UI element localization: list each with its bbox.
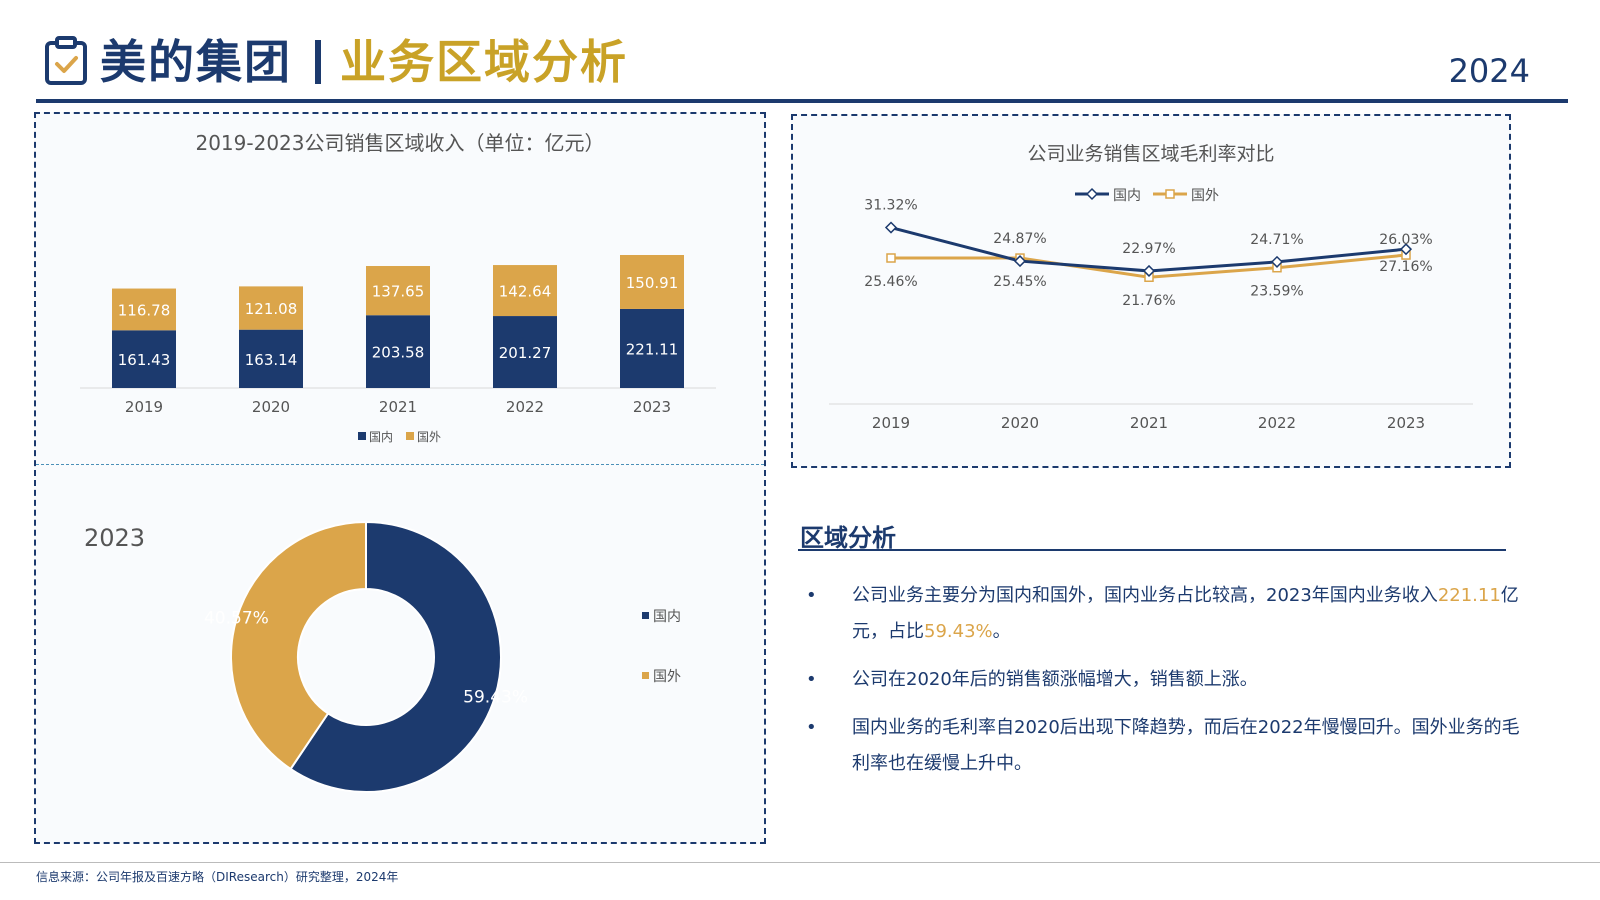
bullet-text: 公司在2020年后的销售额涨幅增大，销售额上涨。 — [852, 669, 1258, 690]
x-tick-label: 2022 — [1258, 414, 1296, 432]
clipboard-check-icon — [45, 36, 87, 85]
data-label-overseas: 116.78 — [118, 301, 171, 319]
legend-swatch-overseas — [642, 672, 649, 679]
data-label-overseas: 23.59% — [1250, 284, 1303, 300]
right-chart-panel: 公司业务销售区域毛利率对比国内 国外 2019 2020 2021 2022 2023 31.… — [791, 114, 1511, 468]
bar-overseas — [620, 255, 684, 309]
source-note: 信息来源：公司年报及百速方略（DIResearch）研究整理，2024年 — [36, 870, 399, 884]
left-chart-panel: 2019-2023公司销售区域收入（单位：亿元） 161.43 116.78 2019… — [34, 112, 766, 844]
bullet-dot: • — [806, 669, 817, 690]
data-label-overseas: 142.64 — [499, 283, 552, 301]
bullet-dot: • — [806, 717, 817, 738]
data-label-domestic: 22.97% — [1122, 241, 1175, 257]
donut-label-domestic: 59.43% — [463, 688, 528, 708]
x-tick-label: 2022 — [506, 398, 544, 416]
analysis-rule — [798, 549, 1506, 551]
chart-title: 2019-2023公司销售区域收入（单位：亿元） — [195, 131, 604, 155]
data-label-domestic: 201.27 — [499, 344, 552, 362]
data-label-domestic: 27.16% — [1379, 259, 1432, 275]
bar-overseas — [239, 286, 303, 330]
point-domestic — [1270, 255, 1284, 268]
report-year: 2024 — [1448, 52, 1530, 90]
data-label-overseas: 25.46% — [864, 274, 917, 290]
data-label-domestic: 163.14 — [245, 351, 298, 369]
donut-label-overseas: 40.57% — [204, 608, 269, 628]
data-label-domestic: 203.58 — [372, 344, 425, 362]
bullet-text: 公司业务主要分为国内和国外，国内业务占比较高，2023年国内业务收入221.11… — [852, 585, 1519, 642]
point-overseas — [886, 253, 896, 263]
donut-title: 2023 — [84, 524, 145, 552]
analysis-title: 区域分析 — [800, 524, 896, 552]
data-label-overseas: 137.65 — [372, 283, 425, 301]
data-label-overseas: 25.45% — [993, 274, 1046, 290]
legend-swatch-domestic — [358, 432, 366, 440]
chart-title: 公司业务销售区域毛利率对比 — [1027, 143, 1274, 165]
header-rule — [36, 99, 1568, 103]
point-domestic — [884, 221, 898, 234]
analysis-bullet-3: • 国内业务的毛利率自2020后出现下降趋势，而后在2022年慢慢回升。国外业务… — [800, 710, 1520, 782]
bullet-text: 国内业务的毛利率自2020后出现下降趋势，而后在2022年慢慢回升。国外业务的毛… — [852, 717, 1520, 774]
data-label-domestic: 31.32% — [864, 198, 917, 214]
donut-slice-domestic — [289, 520, 502, 793]
analysis-bullet-1: • 公司业务主要分为国内和国外，国内业务占比较高，2023年国内业务收入221.… — [800, 578, 1520, 650]
highlight-share: 59.43% — [924, 621, 993, 642]
bullet-dot: • — [806, 585, 817, 606]
legend-swatch-overseas — [406, 432, 414, 440]
footer-rule — [0, 862, 1600, 863]
point-domestic — [1399, 243, 1413, 256]
legend-label-domestic: 国内 — [1113, 188, 1141, 204]
legend-label-overseas: 国外 — [653, 669, 681, 685]
analysis-bullets: • 公司业务主要分为国内和国外，国内业务占比较高，2023年国内业务收入221.… — [800, 578, 1520, 794]
analysis-bullet-2: • 公司在2020年后的销售额涨幅增大，销售额上涨。 — [800, 662, 1520, 698]
x-tick-label: 2021 — [379, 398, 417, 416]
x-tick-label: 2019 — [125, 398, 163, 416]
data-label-domestic: 24.87% — [993, 231, 1046, 247]
x-tick-label: 2021 — [1130, 414, 1168, 432]
bar-overseas — [112, 288, 176, 331]
legend-label-overseas: 国外 — [1191, 188, 1219, 204]
highlight-revenue: 221.11 — [1437, 585, 1501, 606]
data-label-overseas: 150.91 — [626, 274, 679, 292]
x-tick-label: 2023 — [1387, 414, 1425, 432]
data-label-domestic: 221.11 — [626, 340, 679, 358]
legend-swatch-domestic — [642, 612, 649, 619]
x-tick-label: 2020 — [252, 398, 290, 416]
bar-domestic — [620, 308, 684, 388]
point-domestic — [1142, 264, 1156, 278]
donut-slice-overseas — [230, 520, 367, 771]
legend-label-domestic: 国内 — [369, 430, 393, 444]
data-label-domestic: 161.43 — [118, 351, 171, 369]
bar-domestic — [112, 330, 176, 388]
point-domestic — [1013, 255, 1027, 268]
bar-domestic — [239, 329, 303, 388]
title-separator — [315, 40, 321, 84]
brand-name: 美的集团 — [100, 35, 292, 89]
legend-label-domestic: 国内 — [653, 609, 681, 625]
x-tick-label: 2020 — [1001, 414, 1039, 432]
bar-domestic — [366, 315, 430, 388]
data-label-domestic: 24.71% — [1250, 232, 1303, 248]
panel-divider — [36, 464, 764, 465]
legend-marker-overseas — [1165, 189, 1175, 199]
legend-label-overseas: 国外 — [417, 430, 441, 444]
x-tick-label: 2023 — [633, 398, 671, 416]
bar-domestic — [493, 316, 557, 388]
stacked-bar-chart: 2019-2023公司销售区域收入（单位：亿元） 161.43 116.78 2019… — [80, 131, 716, 444]
data-label-overseas: 21.76% — [1122, 293, 1175, 309]
page-title: 业务区域分析 — [340, 35, 628, 89]
x-tick-label: 2019 — [872, 414, 910, 432]
data-label-overseas: 121.08 — [245, 300, 298, 318]
legend-marker-domestic — [1085, 187, 1099, 201]
bar-overseas — [493, 265, 557, 317]
data-label-overseas: 26.03% — [1379, 232, 1432, 248]
bar-overseas — [366, 266, 430, 316]
